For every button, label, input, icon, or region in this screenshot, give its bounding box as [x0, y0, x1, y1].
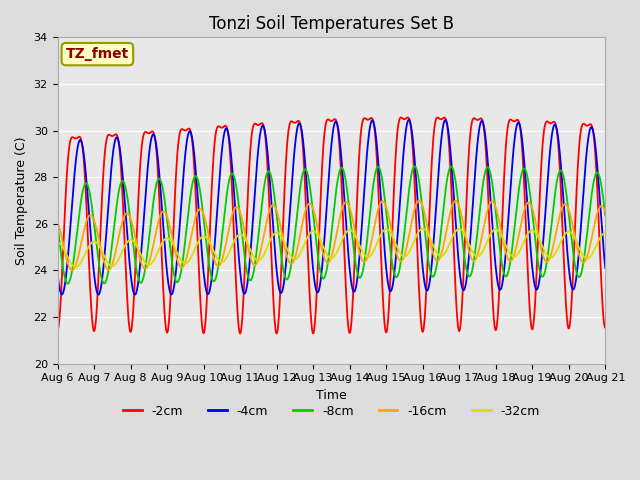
-4cm — [416, 232, 424, 238]
-16cm — [175, 262, 182, 267]
-8cm — [282, 276, 290, 282]
-2cm — [282, 156, 290, 162]
Title: Tonzi Soil Temperatures Set B: Tonzi Soil Temperatures Set B — [209, 15, 454, 33]
-2cm — [554, 132, 561, 137]
-8cm — [175, 277, 182, 283]
-32cm — [269, 233, 276, 239]
-4cm — [175, 234, 182, 240]
Line: -4cm: -4cm — [58, 120, 605, 295]
-8cm — [506, 260, 514, 265]
-2cm — [273, 331, 280, 336]
-32cm — [175, 253, 182, 259]
-2cm — [54, 327, 61, 333]
Y-axis label: Soil Temperature (C): Soil Temperature (C) — [15, 136, 28, 265]
-8cm — [269, 182, 276, 188]
-32cm — [282, 244, 290, 250]
-32cm — [554, 247, 561, 252]
-16cm — [282, 251, 290, 256]
-2cm — [404, 115, 412, 120]
-4cm — [269, 220, 276, 226]
-8cm — [554, 176, 561, 182]
-4cm — [54, 271, 61, 276]
-16cm — [415, 198, 422, 204]
-2cm — [416, 306, 424, 312]
-16cm — [506, 258, 514, 264]
Line: -32cm: -32cm — [58, 229, 605, 267]
-4cm — [506, 190, 514, 195]
-32cm — [602, 230, 609, 236]
-4cm — [95, 292, 102, 298]
-8cm — [64, 281, 72, 287]
-32cm — [506, 251, 514, 257]
-8cm — [602, 213, 609, 218]
-2cm — [269, 277, 276, 283]
Text: TZ_fmet: TZ_fmet — [66, 47, 129, 61]
-32cm — [54, 240, 61, 246]
-16cm — [68, 267, 76, 273]
Legend: -2cm, -4cm, -8cm, -16cm, -32cm: -2cm, -4cm, -8cm, -16cm, -32cm — [118, 400, 545, 423]
-2cm — [175, 139, 182, 144]
-4cm — [405, 117, 413, 123]
-32cm — [416, 228, 424, 233]
Line: -8cm: -8cm — [58, 166, 605, 284]
Line: -2cm: -2cm — [58, 118, 605, 334]
-4cm — [554, 129, 561, 135]
-16cm — [54, 219, 61, 225]
-8cm — [54, 222, 61, 228]
-2cm — [602, 325, 609, 331]
-16cm — [554, 223, 561, 229]
-2cm — [506, 117, 514, 122]
-32cm — [419, 226, 426, 232]
X-axis label: Time: Time — [316, 389, 347, 402]
Line: -16cm: -16cm — [58, 201, 605, 270]
-8cm — [411, 163, 419, 169]
-4cm — [602, 265, 609, 271]
-16cm — [602, 209, 609, 215]
-32cm — [72, 264, 79, 270]
-16cm — [416, 198, 424, 204]
-4cm — [282, 259, 290, 265]
-16cm — [269, 202, 276, 208]
-8cm — [416, 185, 424, 191]
